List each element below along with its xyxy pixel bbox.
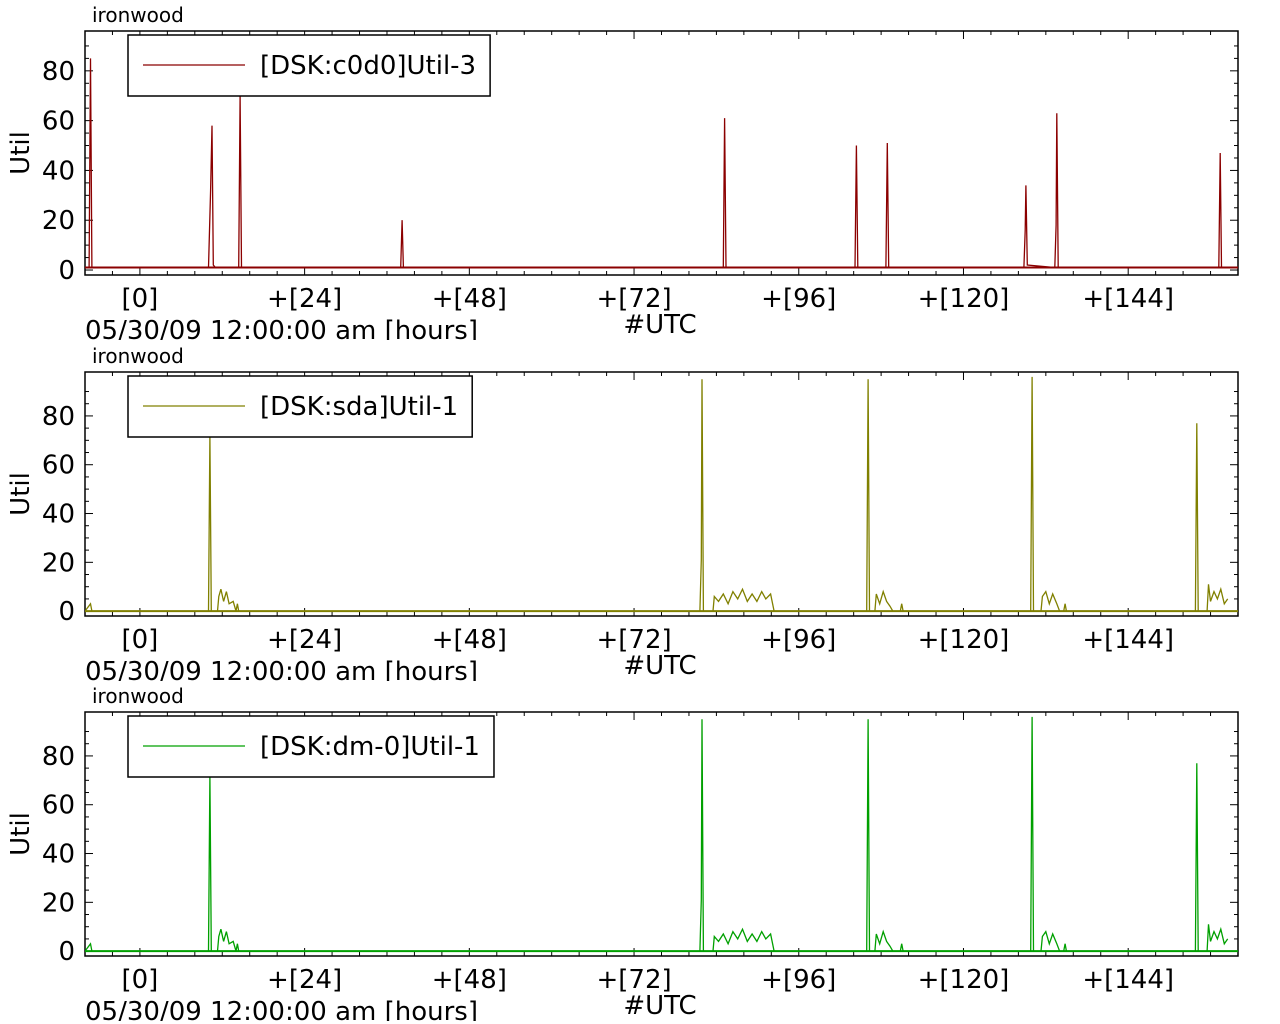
x-tick-label: +[72] bbox=[596, 625, 671, 655]
x-tick-label: [0] bbox=[121, 284, 158, 314]
chart-panel-c0d0: ironwood [0] +[24] +[48] +[72] +[96] +[120] +[1… bbox=[0, 0, 1280, 340]
x-tick-label: +[120] bbox=[918, 625, 1010, 655]
chart-panel-dm0: ironwood [0] +[24] +[48] +[72] +[96] +[120] +[1… bbox=[0, 681, 1280, 1021]
legend-entry: [DSK:sda]Util-1 bbox=[260, 392, 458, 422]
x-tick-label: +[72] bbox=[596, 965, 671, 995]
y-tick-label: 40 bbox=[42, 156, 75, 186]
y-axis-label: Util bbox=[6, 812, 36, 856]
x-tick-label: +[48] bbox=[432, 625, 507, 655]
y-axis-label: Util bbox=[6, 472, 36, 516]
y-tick-label: 20 bbox=[42, 206, 75, 236]
legend: [DSK:dm-0]Util-1 bbox=[127, 715, 495, 778]
x-tick-label: +[48] bbox=[432, 284, 507, 314]
x-tick-label: +[144] bbox=[1082, 284, 1174, 314]
x-axis-date-label: 05/30/09 12:00:00 am [hours] bbox=[85, 316, 478, 340]
x-tick-label: +[24] bbox=[267, 284, 342, 314]
x-axis-timezone-label: #UTC bbox=[623, 991, 696, 1021]
series-line-dsk-c0d0-util-3 bbox=[85, 58, 1228, 269]
x-tick-label: +[120] bbox=[918, 284, 1010, 314]
chart-panel-sda: ironwood [0] +[24] +[48] +[72] +[96] +[120] +[1… bbox=[0, 341, 1280, 681]
y-tick-label: 20 bbox=[42, 548, 75, 578]
y-tick-label: 20 bbox=[42, 888, 75, 918]
y-tick-label: 60 bbox=[42, 451, 75, 481]
legend-entry: [DSK:dm-0]Util-1 bbox=[260, 732, 480, 762]
y-tick-label: 60 bbox=[42, 107, 75, 137]
legend: [DSK:c0d0]Util-3 bbox=[127, 34, 491, 97]
host-label: ironwood bbox=[92, 344, 184, 368]
host-label: ironwood bbox=[92, 3, 184, 27]
x-tick-label: +[72] bbox=[596, 284, 671, 314]
x-tick-label: +[96] bbox=[761, 284, 836, 314]
chart-svg: ironwood [0] +[24] +[48] +[72] +[96] +[120] +[1… bbox=[6, 3, 1239, 340]
series-line-dsk-dm-0-util-1 bbox=[85, 716, 1229, 952]
x-axis-date-label: 05/30/09 12:00:00 am [hours] bbox=[85, 997, 478, 1021]
y-tick-label: 80 bbox=[42, 57, 75, 87]
y-tick-label: 0 bbox=[58, 597, 75, 627]
x-axis-date-label: 05/30/09 12:00:00 am [hours] bbox=[85, 657, 478, 681]
x-tick-label: +[96] bbox=[761, 625, 836, 655]
x-axis-timezone-label: #UTC bbox=[623, 651, 696, 681]
y-tick-label: 40 bbox=[42, 840, 75, 870]
x-tick-label: +[120] bbox=[918, 965, 1010, 995]
x-axis-timezone-label: #UTC bbox=[623, 310, 696, 340]
host-label: ironwood bbox=[92, 684, 184, 708]
chart-svg: ironwood [0] +[24] +[48] +[72] +[96] +[120] +[1… bbox=[6, 344, 1239, 681]
y-tick-label: 0 bbox=[58, 937, 75, 967]
x-tick-label: [0] bbox=[121, 965, 158, 995]
chart-svg: ironwood [0] +[24] +[48] +[72] +[96] +[120] +[1… bbox=[6, 684, 1239, 1021]
y-tick-label: 80 bbox=[42, 402, 75, 432]
x-tick-label: [0] bbox=[121, 625, 158, 655]
legend: [DSK:sda]Util-1 bbox=[127, 375, 473, 438]
y-tick-label: 40 bbox=[42, 500, 75, 530]
x-tick-label: +[144] bbox=[1082, 965, 1174, 995]
x-tick-label: +[48] bbox=[432, 965, 507, 995]
series-line-dsk-sda-util-1 bbox=[85, 376, 1229, 612]
x-tick-label: +[96] bbox=[761, 965, 836, 995]
legend-entry: [DSK:c0d0]Util-3 bbox=[260, 51, 476, 81]
x-tick-label: +[24] bbox=[267, 965, 342, 995]
y-tick-label: 0 bbox=[58, 256, 75, 286]
y-axis-label: Util bbox=[6, 131, 36, 175]
y-tick-label: 60 bbox=[42, 791, 75, 821]
x-tick-label: +[24] bbox=[267, 625, 342, 655]
y-tick-label: 80 bbox=[42, 742, 75, 772]
x-tick-label: +[144] bbox=[1082, 625, 1174, 655]
